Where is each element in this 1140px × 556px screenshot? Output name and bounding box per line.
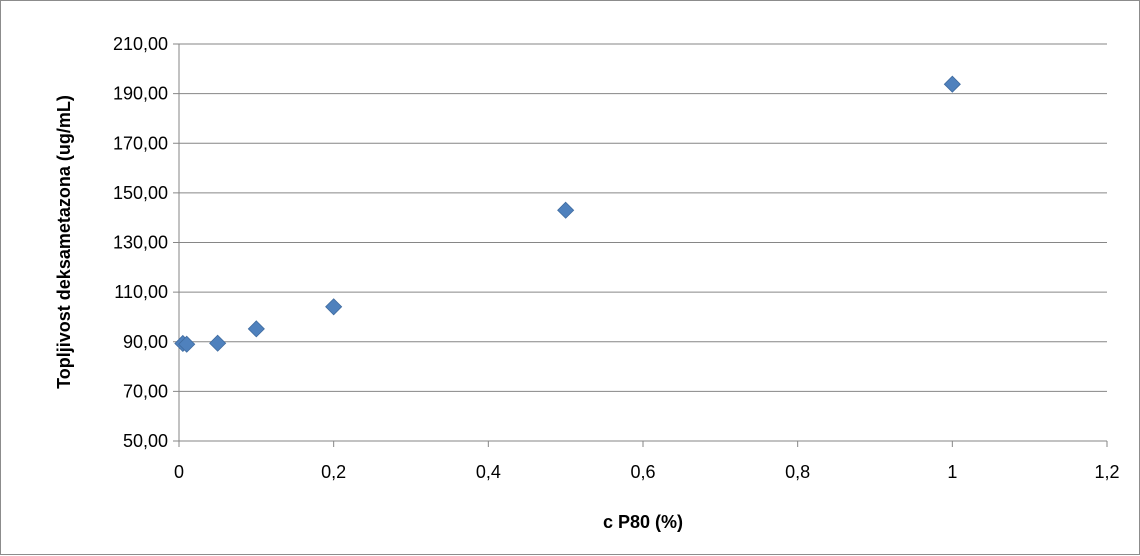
x-tick-label: 1,2	[1094, 462, 1119, 482]
x-axis-title: c P80 (%)	[603, 512, 683, 532]
y-tick-label: 170,00	[113, 133, 168, 153]
y-tick-label: 210,00	[113, 34, 168, 54]
y-tick-label: 50,00	[123, 431, 168, 451]
x-tick-label: 1	[947, 462, 957, 482]
data-point	[943, 75, 961, 93]
y-tick-label: 190,00	[113, 84, 168, 104]
y-axis-title: Topljivost deksametazona (ug/mL)	[54, 95, 74, 389]
y-tick-label: 150,00	[113, 183, 168, 203]
data-point	[209, 334, 227, 352]
gridlines	[179, 43, 1107, 392]
axes	[173, 43, 1108, 447]
tick-labels: 50,00 70,00 90,00 110,00 130,00 150,00 170,00 1…	[113, 34, 1120, 482]
data-point	[557, 201, 575, 219]
x-tick-label: 0,2	[321, 462, 346, 482]
data-point	[325, 298, 343, 316]
y-tick-label: 110,00	[114, 282, 168, 302]
x-tick-label: 0,8	[785, 462, 810, 482]
x-tick-label: 0,4	[476, 462, 501, 482]
y-tick-label: 70,00	[123, 381, 168, 401]
data-points	[174, 75, 961, 353]
data-point	[178, 335, 196, 353]
y-tick-label: 90,00	[123, 332, 168, 352]
x-tick-label: 0	[174, 462, 184, 482]
y-tick-label: 130,00	[113, 233, 168, 253]
data-point	[247, 320, 265, 338]
x-tick-label: 0,6	[630, 462, 655, 482]
